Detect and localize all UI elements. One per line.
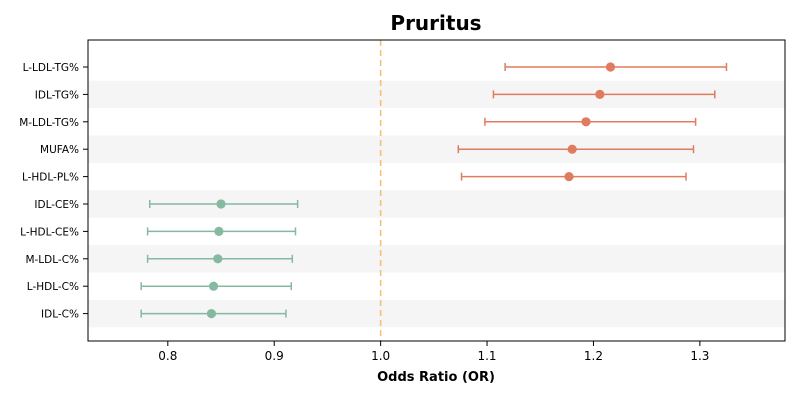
or-point — [208, 281, 219, 291]
x-tick-label: 0.9 — [265, 349, 284, 363]
plot-frame — [87, 39, 786, 342]
data-marks — [140, 62, 728, 319]
or-point — [567, 144, 577, 154]
y-tick-label: IDL-TG% — [35, 89, 79, 101]
or-point — [564, 172, 574, 182]
y-tick-label: MUFA% — [40, 144, 79, 156]
y-tick-label: L-HDL-C% — [27, 281, 79, 293]
y-tick-label: L-HDL-PL% — [22, 172, 79, 184]
or-point — [581, 117, 591, 127]
y-tick-label: M-LDL-TG% — [19, 117, 79, 129]
y-tick-label: M-LDL-C% — [25, 254, 79, 266]
x-axis-ticks: 0.8 0.9 1.0 1.1 1.2 1.3 — [158, 341, 709, 363]
or-point — [216, 199, 226, 209]
y-tick-label: IDL-C% — [41, 309, 79, 321]
or-point — [213, 254, 223, 264]
y-tick-label: L-LDL-TG% — [23, 62, 79, 74]
y-tick-label: IDL-CE% — [34, 199, 79, 211]
x-tick-label: 0.8 — [158, 349, 177, 363]
y-tick-label: L-HDL-CE% — [20, 226, 79, 238]
or-point — [605, 62, 616, 72]
x-tick-label: 1.0 — [371, 349, 390, 363]
x-tick-label: 1.2 — [584, 349, 603, 363]
x-tick-label: 1.3 — [690, 349, 709, 363]
or-point — [214, 226, 224, 236]
or-point — [206, 309, 217, 319]
x-tick-label: 1.1 — [477, 349, 496, 363]
or-point — [595, 89, 605, 99]
chart-title: Pruritus — [390, 11, 481, 35]
x-axis-label: Odds Ratio (OR) — [377, 370, 495, 385]
y-axis-ticks: L-LDL-TG% IDL-TG% M-LDL-TG% MUFA% L-HDL-PL% I… — [19, 62, 88, 321]
